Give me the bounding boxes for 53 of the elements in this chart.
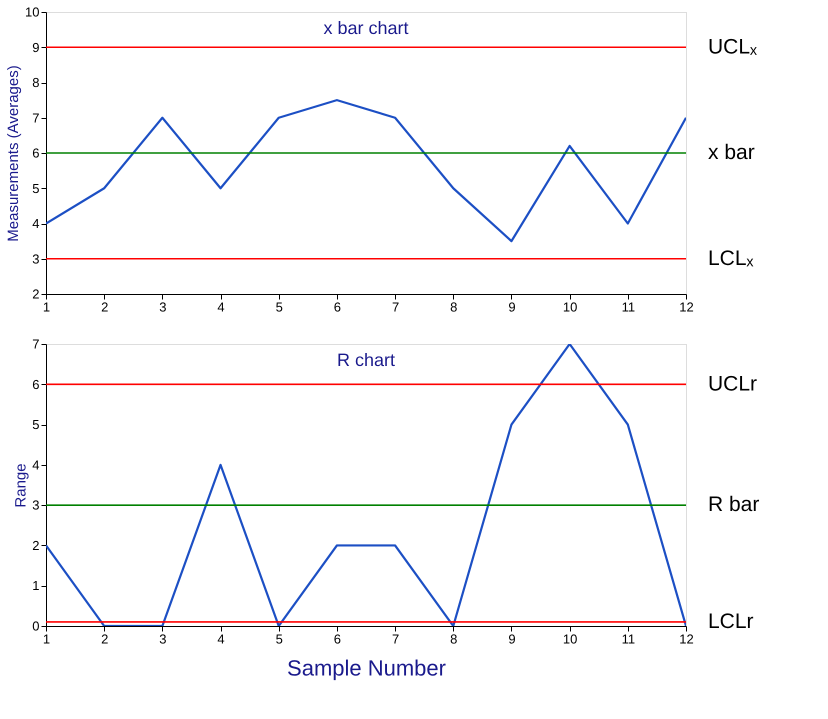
x-tick-label: 4 (217, 300, 225, 314)
x-tick-label: 7 (392, 300, 400, 314)
line-series (46, 99, 686, 242)
x-tick-label: 11 (622, 632, 636, 646)
y-tick-label: 4 (32, 457, 40, 472)
x-tick-label: 1 (42, 300, 50, 314)
y-tick-label: 7 (32, 336, 40, 352)
x-axis-title: Sample Number (287, 656, 446, 680)
x-tick-label: 7 (392, 632, 400, 646)
ref-line-label: LCLr (708, 610, 754, 633)
y-tick-label: 3 (32, 251, 40, 266)
y-tick-label: 6 (32, 146, 40, 160)
y-tick-label: 6 (32, 376, 40, 392)
ref-line-label: R bar (708, 493, 760, 516)
y-tick-label: 2 (32, 286, 40, 302)
x-tick-label: 9 (508, 300, 516, 314)
ref-line-label: UCLr (708, 372, 758, 396)
y-tick-label: 2 (32, 538, 40, 553)
y-tick-label: 5 (32, 417, 40, 432)
y-axis-title: Measurements (Averages) (5, 65, 22, 242)
x-tick-label: 2 (101, 300, 108, 314)
x-tick-label: 6 (334, 300, 342, 314)
chart-title: R chart (336, 350, 396, 370)
y-tick-label: 10 (25, 4, 40, 20)
y-tick-label: 7 (32, 110, 40, 126)
x-tick-label: 12 (679, 300, 694, 314)
x-tick-label: 10 (562, 300, 578, 314)
x-tick-label: 9 (508, 632, 516, 646)
y-axis-title: Range (12, 463, 30, 508)
ref-line-label: UCLₓ (708, 35, 758, 58)
chart-title: x bar chart (323, 18, 409, 38)
y-tick-label: 4 (32, 216, 40, 231)
y-tick-label: 5 (32, 180, 40, 196)
x-tick-label: 12 (679, 632, 694, 646)
y-tick-label: 3 (32, 498, 40, 513)
x-tick-label: 1 (42, 632, 50, 646)
x-tick-label: 5 (276, 632, 283, 646)
x-tick-label: 2 (101, 632, 108, 646)
x-tick-label: 10 (562, 632, 578, 646)
x-tick-label: 6 (334, 632, 342, 646)
y-tick-label: 8 (32, 75, 40, 90)
y-tick-label: 1 (32, 578, 40, 594)
x-tick-label: 3 (159, 300, 166, 314)
x-tick-label: 3 (159, 632, 166, 646)
y-tick-label: 0 (32, 618, 40, 634)
ref-line-label: LCLₓ (708, 246, 754, 270)
x-tick-label: 8 (450, 632, 458, 646)
x-tick-label: 5 (276, 300, 283, 314)
x-tick-label: 8 (450, 300, 458, 314)
y-tick-label: 9 (32, 40, 40, 55)
x-tick-label: 4 (217, 632, 225, 646)
ref-line-label: x bar (708, 141, 755, 164)
x-tick-label: 11 (622, 300, 636, 314)
